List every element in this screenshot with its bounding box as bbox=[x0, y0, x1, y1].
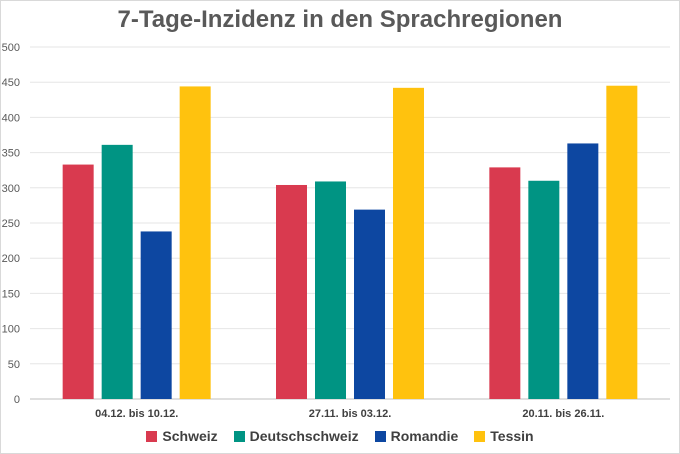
bar-tessin-1 bbox=[179, 86, 211, 399]
bar-romandie-3 bbox=[567, 143, 599, 399]
bar-tessin-2 bbox=[393, 87, 424, 399]
legend-label: Schweiz bbox=[162, 428, 218, 444]
bar-schweiz-2 bbox=[276, 184, 307, 399]
y-tick-label: 0 bbox=[14, 394, 20, 406]
legend-swatch bbox=[146, 430, 158, 442]
legend-swatch bbox=[374, 430, 386, 442]
y-tick-label: 350 bbox=[2, 148, 20, 160]
x-tick-label: 27.11. bis 03.12. bbox=[309, 408, 392, 420]
legend-item-tessin: Tessin bbox=[474, 428, 534, 444]
y-tick-label: 200 bbox=[2, 253, 20, 265]
legend-label: Deutschschweiz bbox=[249, 428, 359, 444]
y-tick-label: 500 bbox=[2, 42, 20, 54]
chart-legend: Schweiz Deutschschweiz Romandie Tessin bbox=[0, 428, 680, 444]
y-tick-label: 150 bbox=[2, 288, 20, 300]
bar-tessin-3 bbox=[606, 85, 638, 399]
y-tick-label: 300 bbox=[2, 183, 20, 195]
y-tick-label: 250 bbox=[2, 218, 20, 230]
legend-item-deutschschweiz: Deutschschweiz bbox=[233, 428, 359, 444]
bar-romandie-2 bbox=[354, 209, 385, 399]
bar-deutschschweiz-3 bbox=[528, 180, 560, 399]
legend-swatch bbox=[233, 430, 245, 442]
legend-item-romandie: Romandie bbox=[374, 428, 459, 444]
legend-swatch bbox=[474, 430, 486, 442]
legend-item-schweiz: Schweiz bbox=[146, 428, 218, 444]
bar-deutschschweiz-2 bbox=[315, 181, 346, 399]
x-tick-label: 04.12. bis 10.12. bbox=[95, 408, 178, 420]
bar-romandie-1 bbox=[140, 231, 172, 399]
y-tick-label: 450 bbox=[2, 77, 20, 89]
y-tick-label: 50 bbox=[8, 359, 20, 371]
x-tick-label: 20.11. bis 26.11. bbox=[522, 408, 604, 420]
legend-label: Romandie bbox=[390, 428, 459, 444]
y-tick-label: 400 bbox=[2, 112, 20, 124]
y-tick-label: 100 bbox=[2, 324, 20, 336]
bar-schweiz-3 bbox=[489, 167, 521, 399]
legend-label: Tessin bbox=[490, 428, 534, 444]
bar-schweiz-1 bbox=[62, 164, 94, 399]
bar-deutschschweiz-1 bbox=[101, 144, 133, 399]
chart-title: 7-Tage-Inzidenz in den Sprachregionen bbox=[117, 6, 563, 33]
